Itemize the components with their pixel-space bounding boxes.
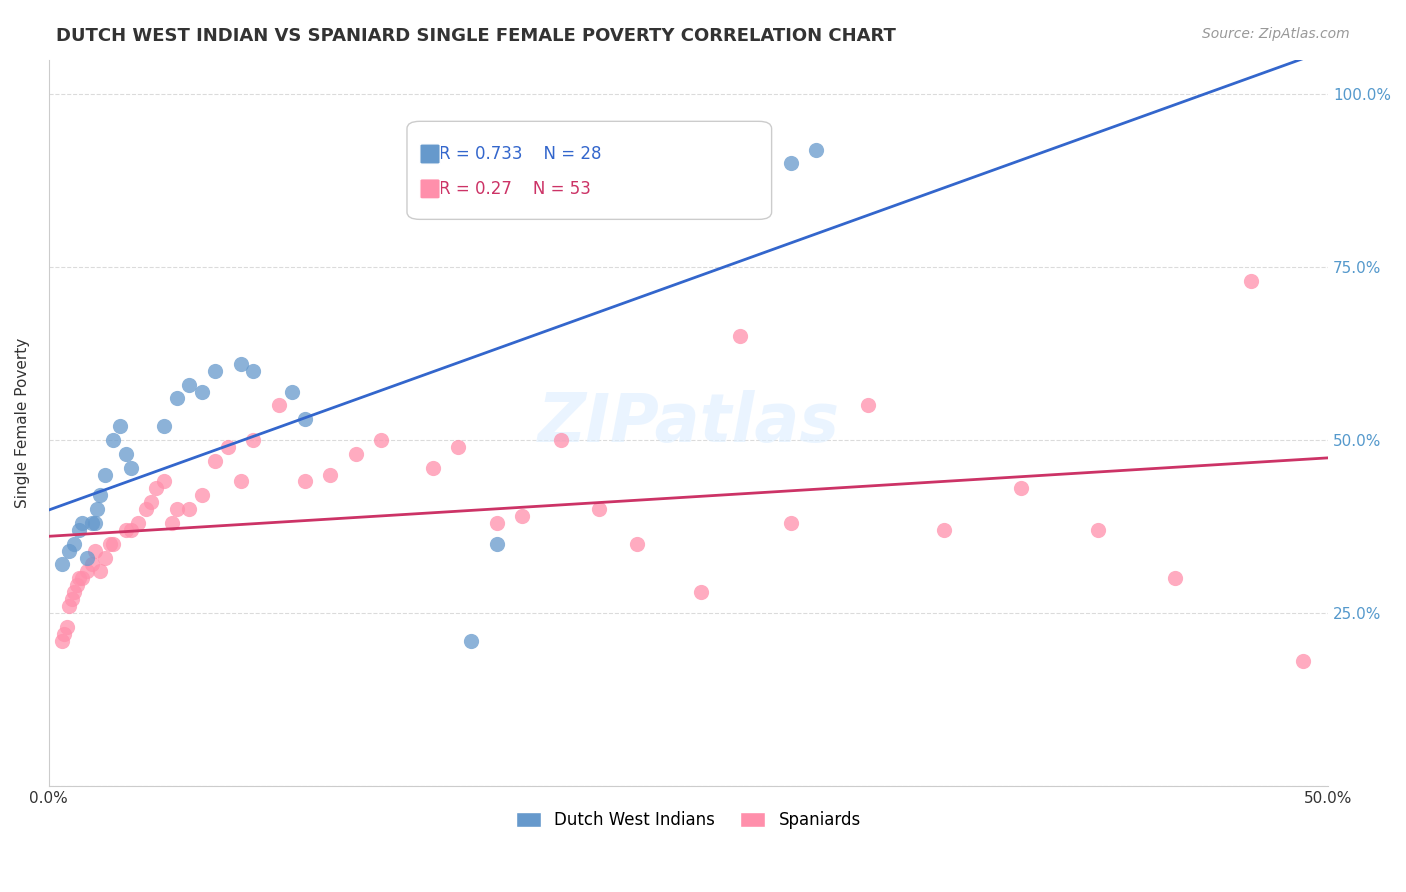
Point (114, 523, 136, 537)
Point (70, 571, 93, 585)
Point (160, 516, 183, 530)
Point (626, 537, 648, 551)
Point (63, 537, 86, 551)
Point (55, 620, 77, 634)
Point (422, 460, 444, 475)
Point (1010, 482, 1032, 496)
Point (60, 592, 83, 607)
Point (510, 509, 533, 524)
Point (267, 398, 290, 412)
Point (94, 550, 117, 565)
Point (66, 578, 89, 592)
Point (588, 502, 610, 516)
Point (101, 433, 124, 447)
Point (98, 537, 121, 551)
Point (1087, 523, 1109, 537)
Point (69, 571, 91, 585)
Point (242, 364, 264, 378)
Point (89, 488, 111, 502)
Point (153, 475, 176, 489)
Point (120, 460, 142, 475)
Point (127, 516, 149, 530)
Point (86, 502, 108, 516)
Point (69, 523, 91, 537)
Point (281, 384, 304, 399)
Point (485, 516, 508, 530)
Point (217, 440, 239, 454)
Point (101, 537, 124, 551)
Point (82, 558, 104, 572)
Point (447, 440, 470, 454)
Point (294, 412, 316, 426)
Point (82, 516, 104, 530)
Point (370, 433, 392, 447)
Point (242, 433, 264, 447)
Point (76, 550, 98, 565)
Point (120, 523, 142, 537)
Point (83, 543, 105, 558)
Point (58, 599, 80, 613)
Point (110, 419, 132, 434)
Legend: Dutch West Indians, Spaniards: Dutch West Indians, Spaniards (509, 805, 868, 836)
Point (53, 626, 76, 640)
Point (76, 565, 98, 579)
Text: Source: ZipAtlas.com: Source: ZipAtlas.com (1202, 27, 1350, 41)
Point (690, 585, 713, 599)
Point (63, 585, 86, 599)
Point (550, 433, 572, 447)
FancyBboxPatch shape (406, 121, 772, 219)
Point (806, 143, 828, 157)
Y-axis label: Single Female Poverty: Single Female Poverty (15, 337, 30, 508)
Point (934, 523, 956, 537)
Point (204, 454, 226, 468)
Point (145, 482, 167, 496)
Point (94, 467, 117, 482)
Point (779, 156, 801, 170)
Point (179, 502, 201, 516)
FancyBboxPatch shape (420, 178, 440, 199)
Point (728, 329, 751, 343)
Point (51, 633, 73, 648)
Point (485, 537, 508, 551)
Point (153, 419, 176, 434)
Point (204, 364, 226, 378)
Point (1163, 571, 1185, 585)
Text: DUTCH WEST INDIAN VS SPANIARD SINGLE FEMALE POVERTY CORRELATION CHART: DUTCH WEST INDIAN VS SPANIARD SINGLE FEM… (56, 27, 896, 45)
Point (139, 495, 162, 509)
Point (166, 392, 188, 406)
Point (166, 502, 188, 516)
Point (83, 516, 105, 530)
Point (191, 488, 214, 502)
Point (191, 384, 214, 399)
Text: R = 0.27    N = 53: R = 0.27 N = 53 (439, 180, 591, 198)
Point (135, 502, 157, 516)
Point (229, 357, 252, 371)
Point (89, 565, 111, 579)
Point (114, 447, 136, 461)
Point (229, 475, 252, 489)
Point (344, 447, 367, 461)
Point (51, 558, 73, 572)
Point (1291, 654, 1313, 668)
Point (779, 516, 801, 530)
Point (58, 543, 80, 558)
FancyBboxPatch shape (420, 144, 440, 164)
Text: ZIPatlas: ZIPatlas (537, 390, 839, 456)
Text: R = 0.733    N = 28: R = 0.733 N = 28 (439, 145, 602, 163)
Point (1240, 274, 1263, 288)
Point (70, 516, 93, 530)
Point (294, 475, 316, 489)
Point (319, 467, 342, 482)
Point (460, 633, 482, 648)
Point (179, 377, 201, 392)
Point (856, 398, 879, 412)
